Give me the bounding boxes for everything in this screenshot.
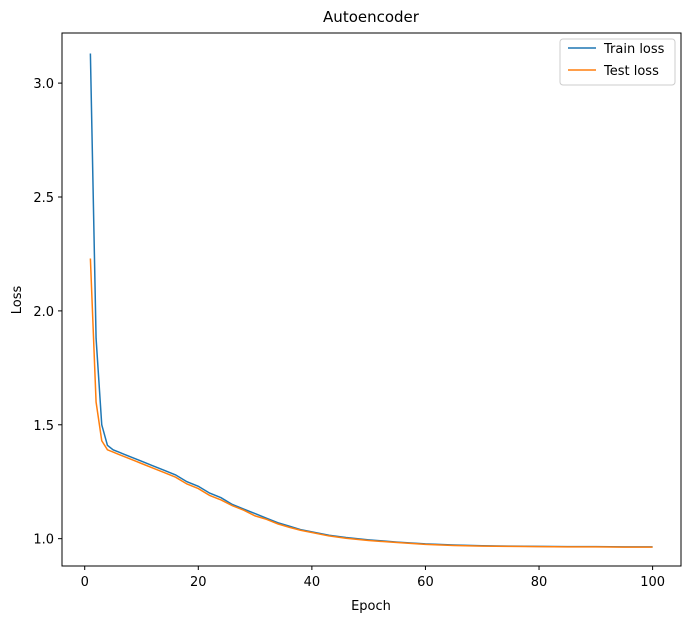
y-tick-label: 2.0	[33, 305, 54, 320]
legend-label-2: Test loss	[603, 64, 659, 79]
x-axis-label: Epoch	[351, 599, 391, 614]
series-line-1	[89, 53, 653, 548]
x-tick-label: 100	[640, 575, 665, 590]
y-axis: 1.0 1.5 2.0 2.5 3.0	[33, 77, 62, 548]
plot-frame	[61, 32, 682, 567]
x-tick-label: 80	[531, 575, 548, 590]
legend: Train loss Test loss	[559, 38, 676, 86]
x-tick-label: 60	[417, 575, 434, 590]
x-tick-label: 40	[304, 575, 321, 590]
legend-label-1: Train loss	[603, 42, 665, 57]
x-axis: 0 20 40 60 80 100	[81, 566, 665, 590]
series-line-2	[89, 258, 653, 548]
y-axis-label: Loss	[10, 286, 25, 315]
x-tick-label: 20	[190, 575, 207, 590]
chart-title: Autoencoder	[323, 8, 420, 26]
legend-box	[559, 38, 676, 86]
y-tick-label: 3.0	[33, 77, 54, 92]
y-tick-label: 1.5	[33, 419, 54, 434]
y-tick-label: 2.5	[33, 191, 54, 206]
y-tick-label: 1.0	[33, 533, 54, 548]
x-tick-label: 0	[81, 575, 89, 590]
series-layer	[89, 53, 653, 548]
